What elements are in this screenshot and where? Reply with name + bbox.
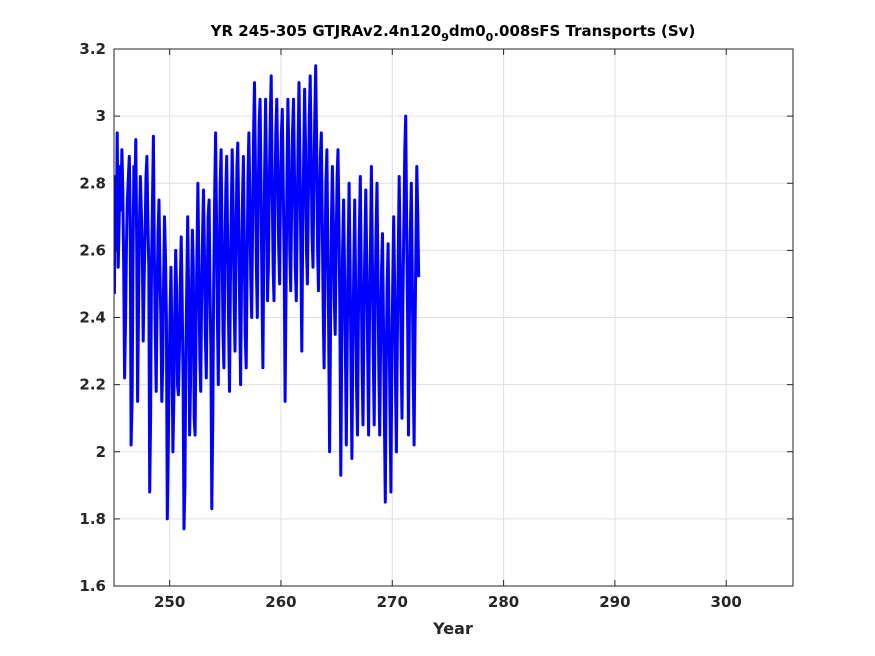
y-tick-label: 2.8 <box>79 174 106 192</box>
transport-series-line <box>114 64 421 531</box>
x-tick-label: 300 <box>711 593 742 611</box>
y-tick-label: 2.4 <box>79 309 106 327</box>
series-layer <box>114 64 421 531</box>
tick-marks <box>114 48 793 587</box>
title-segment: .008sFS Transports (Sv) <box>493 22 695 40</box>
y-tick-label: 3 <box>96 107 106 125</box>
y-tick-label: 2.6 <box>79 241 106 259</box>
x-tick-label: 250 <box>154 593 185 611</box>
chart-title: YR 245-305 GTJRAv2.4n1209dm00.008sFS Tra… <box>210 22 696 44</box>
x-tick-labels: 250 260 270 280 290 300 <box>154 593 742 611</box>
x-tick-label: 260 <box>265 593 296 611</box>
x-tick-label: 290 <box>599 593 630 611</box>
x-tick-label: 270 <box>377 593 408 611</box>
y-tick-labels: 1.6 1.8 2 2.2 2.4 2.6 2.8 3 3.2 <box>79 40 106 595</box>
y-tick-label: 1.6 <box>79 577 106 595</box>
y-tick-label: 1.8 <box>79 510 106 528</box>
y-tick-label: 2.2 <box>79 376 106 394</box>
title-segment: YR 245-305 GTJRAv2.4n120 <box>210 22 442 40</box>
title-segment: dm0 <box>449 22 486 40</box>
title-subscript: 9 <box>441 31 449 44</box>
x-tick-label: 280 <box>488 593 519 611</box>
x-axis-label: Year <box>432 619 473 638</box>
title-subscript: 0 <box>486 31 494 44</box>
y-tick-label: 3.2 <box>79 40 106 58</box>
y-tick-label: 2 <box>96 443 106 461</box>
